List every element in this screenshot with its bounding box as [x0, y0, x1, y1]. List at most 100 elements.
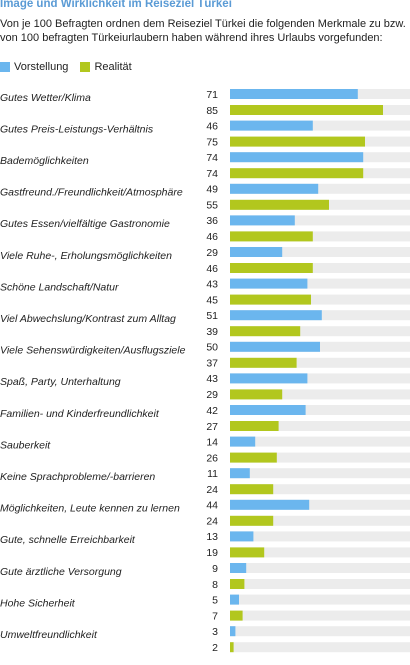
bar-track: [230, 294, 410, 305]
bar-realit-t: [230, 579, 245, 589]
bar-vorstellung: [230, 405, 306, 415]
bar-realit-t: [230, 421, 279, 431]
bar-vorstellung: [230, 499, 310, 510]
bar-track: [230, 468, 410, 479]
category-label: Gutes Preis-Leistungs-Verhältnis: [0, 123, 154, 135]
bar-realit-t: [230, 105, 383, 115]
category-label: Hohe Sicherheit: [0, 597, 76, 609]
bar-track: [230, 120, 410, 131]
legend: Vorstellung Realität: [0, 60, 144, 74]
value-label-realit-t: 55: [206, 200, 218, 212]
value-label-realit-t: 46: [206, 263, 218, 275]
legend-item-vorstellung: Vorstellung: [0, 61, 68, 73]
bar-track: [230, 610, 410, 621]
value-label-vorstellung: 46: [206, 120, 218, 132]
value-label-realit-t: 46: [206, 231, 218, 243]
bar-vorstellung: [230, 152, 364, 163]
bar-track: [230, 373, 410, 384]
value-label-vorstellung: 14: [206, 436, 218, 448]
category-label: Möglichkeiten, Leute kennen zu lernen: [0, 503, 180, 515]
bar-track: [230, 263, 410, 273]
value-label-vorstellung: 43: [206, 278, 218, 290]
bar-track: [230, 579, 410, 589]
bar-track: [230, 484, 410, 495]
chart-title: Image und Wirklichkeit im Reiseziel Türk…: [0, 0, 232, 10]
category-label: Viele Sehenswürdigkeiten/Ausflugsziele: [0, 345, 186, 357]
category-label: Gutes Essen/vielfältige Gastronomie: [0, 218, 170, 230]
category-label: Gute, schnelle Erreichbarkeit: [0, 534, 136, 546]
bar-vorstellung: [230, 89, 358, 99]
value-label-vorstellung: 29: [206, 247, 218, 259]
value-label-realit-t: 75: [206, 136, 218, 148]
value-label-realit-t: 26: [206, 452, 218, 464]
value-label-realit-t: 2: [212, 642, 218, 654]
bar-realit-t: [230, 357, 297, 368]
value-label-vorstellung: 42: [206, 405, 218, 417]
bar-vorstellung: [230, 626, 236, 637]
bar-vorstellung: [230, 120, 313, 131]
legend-label-realitaet: Realität: [94, 61, 132, 73]
bar-realit-t: [230, 610, 243, 621]
value-label-vorstellung: 43: [206, 373, 218, 385]
bar-track: [230, 326, 410, 337]
value-label-vorstellung: 36: [206, 215, 218, 227]
bar-realit-t: [230, 326, 301, 337]
bar-realit-t: [230, 199, 329, 210]
value-label-realit-t: 74: [206, 168, 218, 180]
category-label: Familien- und Kinderfreundlichkeit: [0, 408, 160, 420]
bar-vorstellung: [230, 341, 320, 352]
bar-realit-t: [230, 515, 274, 526]
value-label-realit-t: 24: [206, 516, 218, 528]
bar-track: [230, 357, 410, 368]
value-label-vorstellung: 9: [212, 563, 218, 575]
bar-realit-t: [230, 136, 365, 147]
bar-track: [230, 547, 410, 558]
bar-track: [230, 215, 410, 226]
bar-track: [230, 405, 410, 415]
category-label: Gute ärztliche Versorgung: [0, 566, 122, 578]
bar-track: [230, 436, 410, 447]
bar-vorstellung: [230, 215, 295, 226]
category-label: Gastfreund./Freundlichkeit/Atmosphäre: [0, 187, 183, 199]
bar-track: [230, 531, 410, 542]
legend-item-realitaet: Realität: [80, 61, 132, 73]
value-label-realit-t: 7: [212, 610, 218, 622]
bar-vorstellung: [230, 278, 308, 289]
value-label-vorstellung: 51: [206, 310, 218, 322]
bar-realit-t: [230, 642, 234, 653]
bar-track: [230, 626, 410, 637]
value-label-vorstellung: 74: [206, 152, 218, 164]
bar-realit-t: [230, 294, 311, 305]
category-label: Umweltfreundlichkeit: [0, 629, 98, 641]
bar-vorstellung: [230, 436, 256, 447]
bar-vorstellung: [230, 183, 319, 194]
legend-swatch-realitaet: [80, 62, 91, 72]
legend-swatch-vorstellung: [0, 62, 10, 72]
bar-track: [230, 452, 410, 463]
bar-realit-t: [230, 231, 313, 242]
bar-vorstellung: [230, 247, 283, 257]
bar-track: [230, 389, 410, 400]
category-label: Viel Abwechslung/Kontrast zum Alltag: [0, 313, 176, 325]
category-label: Viele Ruhe-, Erholungsmöglichkeiten: [0, 250, 172, 262]
bar-realit-t: [230, 263, 313, 273]
bar-track: [230, 642, 410, 653]
bar-realit-t: [230, 389, 283, 400]
bar-track: [230, 594, 410, 605]
value-label-realit-t: 27: [206, 421, 218, 433]
bar-realit-t: [230, 452, 277, 463]
bar-vorstellung: [230, 594, 239, 605]
bar-vorstellung: [230, 373, 308, 384]
value-label-realit-t: 29: [206, 389, 218, 401]
category-label: Bademöglichkeiten: [0, 155, 89, 167]
value-label-vorstellung: 13: [206, 531, 218, 543]
value-label-vorstellung: 3: [212, 626, 218, 638]
category-label: Spaß, Party, Unterhaltung: [0, 376, 121, 388]
value-label-realit-t: 45: [206, 294, 218, 306]
category-label: Schöne Landschaft/Natur: [0, 281, 119, 293]
value-label-realit-t: 39: [206, 326, 218, 338]
bar-realit-t: [230, 547, 265, 558]
value-label-realit-t: 85: [206, 105, 218, 117]
bar-realit-t: [230, 484, 274, 495]
